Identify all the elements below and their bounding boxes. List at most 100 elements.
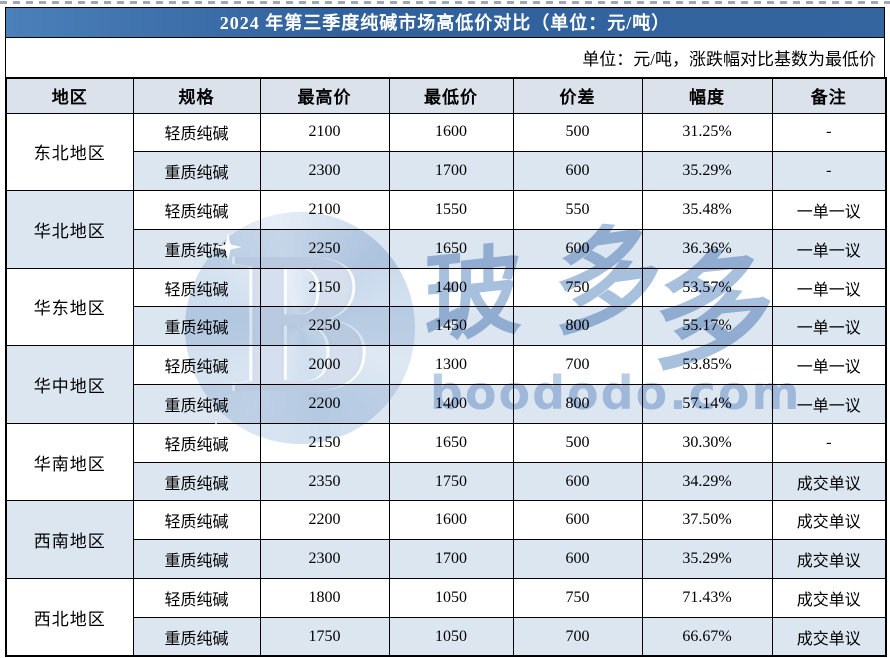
note-cell: 成交单议 bbox=[771, 578, 887, 618]
low-price-cell: 1050 bbox=[388, 578, 514, 618]
table-row: 华东地区 轻质纯碱 2150 1400 750 53.57% 一单一议 bbox=[5, 267, 887, 347]
table-row: 重质纯碱 2350 1750 600 34.29% 成交单议 bbox=[6, 461, 887, 502]
spec-cell: 重质纯碱 bbox=[132, 151, 261, 192]
price-table: 地区 规格 最高价 最低价 价差 幅度 备注 东北地区 轻质纯碱 2100 1600 5… bbox=[5, 77, 887, 658]
spec-cell: 重质纯碱 bbox=[132, 384, 261, 424]
spec-cell: 重质纯碱 bbox=[132, 539, 261, 580]
high-price-cell: 2000 bbox=[259, 345, 390, 386]
range-cell: 55.17% bbox=[641, 306, 773, 347]
price-diff-cell: 700 bbox=[512, 345, 643, 386]
region-cell: 西南地区 bbox=[5, 500, 134, 580]
page-break-dashed-line bbox=[0, 1, 890, 4]
price-diff-cell: 500 bbox=[512, 422, 643, 463]
price-diff-cell: 800 bbox=[512, 306, 643, 347]
note-cell: 成交单议 bbox=[771, 616, 887, 657]
price-comparison-sheet: 2024 年第三季度纯碱市场高低价对比（单位：元/吨） 单位：元/吨，涨跌幅对比… bbox=[5, 7, 887, 658]
range-cell: 31.25% bbox=[641, 112, 773, 153]
range-cell: 30.30% bbox=[641, 422, 773, 463]
price-diff-cell: 600 bbox=[512, 500, 643, 541]
price-table-body: 东北地区 轻质纯碱 2100 1600 500 31.25% - 重质纯碱 2300 1700 60… bbox=[5, 112, 887, 657]
table-row: 重质纯碱 2250 1650 600 36.36% 一单一议 bbox=[6, 228, 887, 269]
high-price-cell: 2100 bbox=[259, 112, 390, 153]
spec-cell: 重质纯碱 bbox=[132, 228, 261, 269]
low-price-cell: 1550 bbox=[388, 190, 514, 230]
unit-note: 单位：元/吨，涨跌幅对比基数为最低价 bbox=[582, 50, 876, 69]
low-price-cell: 1050 bbox=[388, 616, 514, 657]
high-price-cell: 2350 bbox=[259, 461, 390, 502]
header-price-diff: 价差 bbox=[512, 77, 643, 114]
header-spec: 规格 bbox=[132, 77, 261, 114]
high-price-cell: 1750 bbox=[259, 616, 390, 657]
range-cell: 53.85% bbox=[641, 345, 773, 386]
low-price-cell: 1750 bbox=[388, 461, 514, 502]
table-row: 华北地区 轻质纯碱 2100 1550 550 35.48% 一单一议 bbox=[5, 190, 887, 269]
high-price-cell: 2200 bbox=[259, 500, 390, 541]
low-price-cell: 1650 bbox=[388, 228, 514, 269]
note-cell: 一单一议 bbox=[771, 267, 887, 308]
header-region: 地区 bbox=[5, 77, 134, 114]
table-title: 2024 年第三季度纯碱市场高低价对比（单位：元/吨） bbox=[5, 7, 885, 38]
table-row: 东北地区 轻质纯碱 2100 1600 500 31.25% - bbox=[5, 112, 887, 192]
region-cell: 华南地区 bbox=[5, 422, 134, 502]
region-cell: 华东地区 bbox=[5, 267, 134, 347]
note-cell: 成交单议 bbox=[771, 461, 887, 502]
high-price-cell: 2100 bbox=[259, 190, 390, 230]
low-price-cell: 1300 bbox=[388, 345, 514, 386]
spec-cell: 重质纯碱 bbox=[132, 616, 261, 657]
region-cell: 西北地区 bbox=[5, 578, 134, 657]
range-cell: 53.57% bbox=[641, 267, 773, 308]
range-cell: 35.29% bbox=[641, 151, 773, 192]
range-cell: 35.48% bbox=[641, 190, 773, 230]
range-cell: 36.36% bbox=[641, 228, 773, 269]
spec-cell: 轻质纯碱 bbox=[132, 500, 261, 541]
high-price-cell: 2150 bbox=[259, 267, 390, 308]
low-price-cell: 1700 bbox=[388, 539, 514, 580]
spec-cell: 重质纯碱 bbox=[132, 461, 261, 502]
high-price-cell: 1800 bbox=[259, 578, 390, 618]
low-price-cell: 1400 bbox=[388, 267, 514, 308]
low-price-cell: 1400 bbox=[388, 384, 514, 424]
note-cell: 成交单议 bbox=[771, 539, 887, 580]
range-cell: 71.43% bbox=[641, 578, 773, 618]
header-note: 备注 bbox=[771, 77, 887, 114]
spec-cell: 轻质纯碱 bbox=[132, 267, 261, 308]
price-diff-cell: 600 bbox=[512, 228, 643, 269]
price-diff-cell: 500 bbox=[512, 112, 643, 153]
range-cell: 34.29% bbox=[641, 461, 773, 502]
range-cell: 66.67% bbox=[641, 616, 773, 657]
low-price-cell: 1600 bbox=[388, 112, 514, 153]
high-price-cell: 2250 bbox=[259, 228, 390, 269]
high-price-cell: 2150 bbox=[259, 422, 390, 463]
table-row: 华中地区 轻质纯碱 2000 1300 700 53.85% 一单一议 bbox=[5, 345, 887, 424]
note-cell: 一单一议 bbox=[771, 306, 887, 347]
low-price-cell: 1600 bbox=[388, 500, 514, 541]
range-cell: 57.14% bbox=[641, 384, 773, 424]
price-diff-cell: 750 bbox=[512, 578, 643, 618]
table-row: 西南地区 轻质纯碱 2200 1600 600 37.50% 成交单议 bbox=[5, 500, 887, 580]
low-price-cell: 1450 bbox=[388, 306, 514, 347]
spec-cell: 轻质纯碱 bbox=[132, 190, 261, 230]
high-price-cell: 2300 bbox=[259, 539, 390, 580]
note-cell: 一单一议 bbox=[771, 384, 887, 424]
header-low-price: 最低价 bbox=[388, 77, 514, 114]
low-price-cell: 1700 bbox=[388, 151, 514, 192]
header-range: 幅度 bbox=[641, 77, 773, 114]
price-diff-cell: 600 bbox=[512, 539, 643, 580]
price-diff-cell: 700 bbox=[512, 616, 643, 657]
spec-cell: 轻质纯碱 bbox=[132, 578, 261, 618]
table-row: 重质纯碱 1750 1050 700 66.67% 成交单议 bbox=[6, 616, 887, 657]
spec-cell: 重质纯碱 bbox=[132, 306, 261, 347]
table-row: 重质纯碱 2300 1700 600 35.29% - bbox=[6, 151, 887, 192]
header-high-price: 最高价 bbox=[259, 77, 390, 114]
note-cell: 成交单议 bbox=[771, 500, 887, 541]
price-diff-cell: 600 bbox=[512, 151, 643, 192]
price-diff-cell: 550 bbox=[512, 190, 643, 230]
range-cell: 37.50% bbox=[641, 500, 773, 541]
region-cell: 华北地区 bbox=[5, 190, 134, 269]
note-cell: 一单一议 bbox=[771, 345, 887, 386]
region-cell: 东北地区 bbox=[5, 112, 134, 192]
price-diff-cell: 750 bbox=[512, 267, 643, 308]
low-price-cell: 1650 bbox=[388, 422, 514, 463]
table-row: 西北地区 轻质纯碱 1800 1050 750 71.43% 成交单议 bbox=[5, 578, 887, 657]
spec-cell: 轻质纯碱 bbox=[132, 422, 261, 463]
